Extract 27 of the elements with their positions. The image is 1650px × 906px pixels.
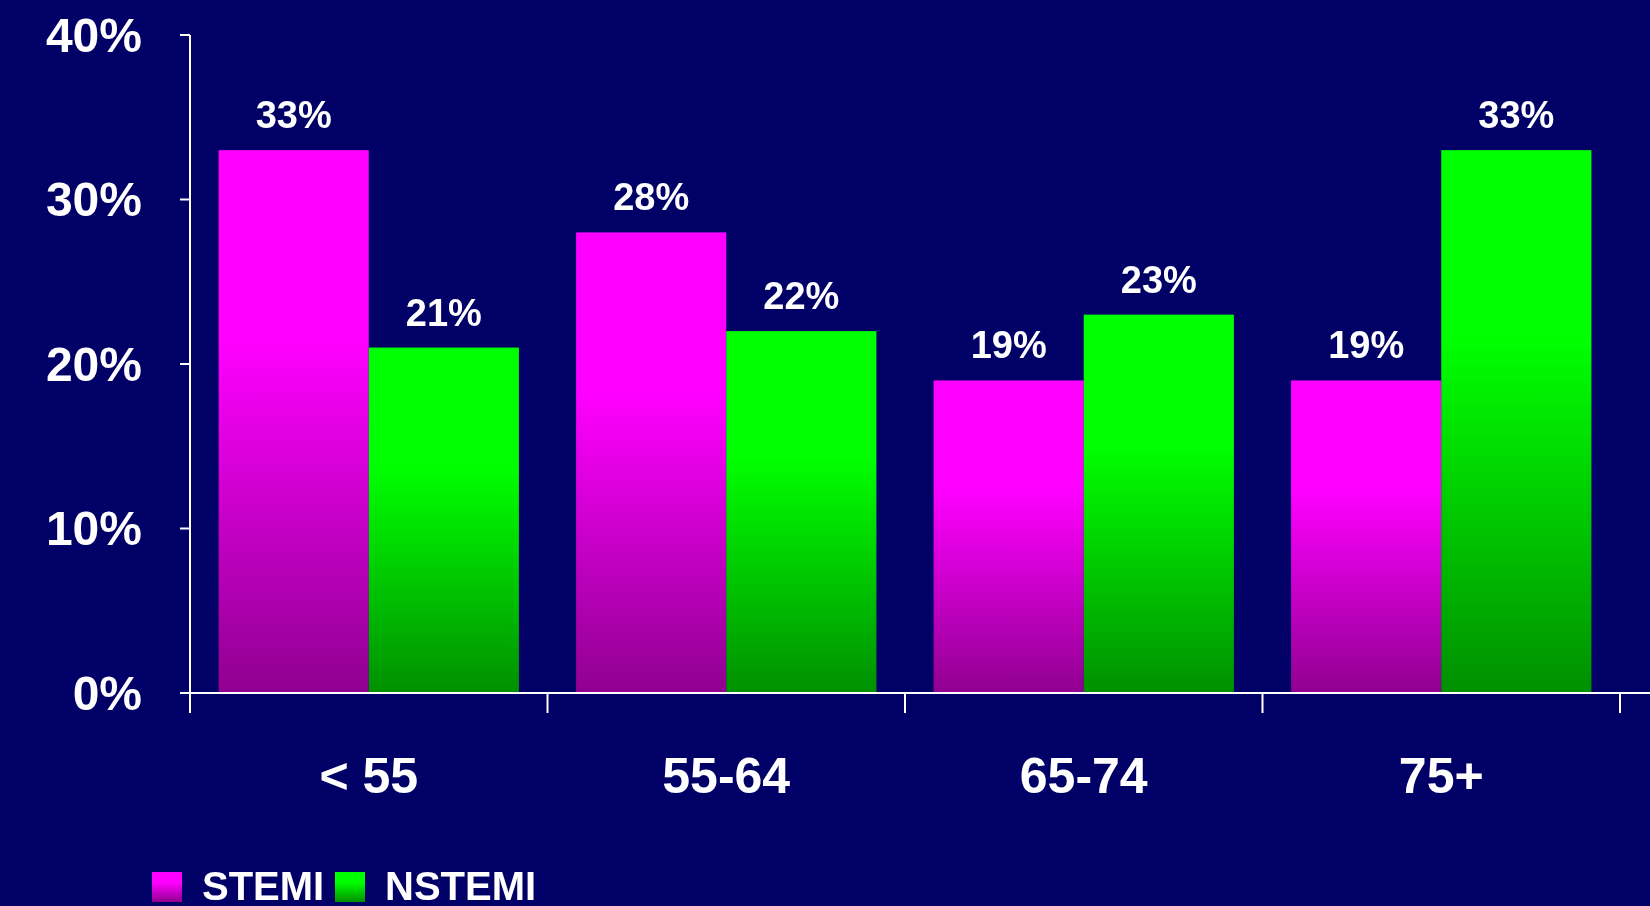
data-label: 33% <box>1478 94 1555 137</box>
data-label: 21% <box>405 291 482 334</box>
bar <box>218 150 369 693</box>
legend-label: NSTEMI <box>385 864 537 906</box>
x-tick-label: 75+ <box>1398 748 1484 804</box>
y-tick-label: 40% <box>45 8 142 62</box>
data-label: 22% <box>763 275 840 318</box>
bar <box>1441 150 1592 693</box>
x-tick-label: 55-64 <box>662 748 791 804</box>
bar <box>726 331 877 693</box>
legend-label: STEMI <box>202 864 325 906</box>
y-tick-label: 10% <box>45 502 142 556</box>
data-label: 19% <box>970 324 1047 367</box>
data-label: 28% <box>613 176 690 219</box>
bar <box>368 347 519 693</box>
bar <box>576 232 727 693</box>
bar <box>1083 314 1234 693</box>
y-tick-label: 30% <box>45 173 142 227</box>
y-tick-label: 0% <box>72 666 142 720</box>
x-tick-label: < 55 <box>319 748 419 804</box>
data-label: 33% <box>255 94 332 137</box>
data-label: 23% <box>1120 258 1197 301</box>
y-tick-label: 20% <box>45 337 142 391</box>
bar <box>933 380 1084 693</box>
x-tick-label: 65-74 <box>1019 748 1148 804</box>
bar <box>1291 380 1442 693</box>
data-label: 19% <box>1328 324 1405 367</box>
